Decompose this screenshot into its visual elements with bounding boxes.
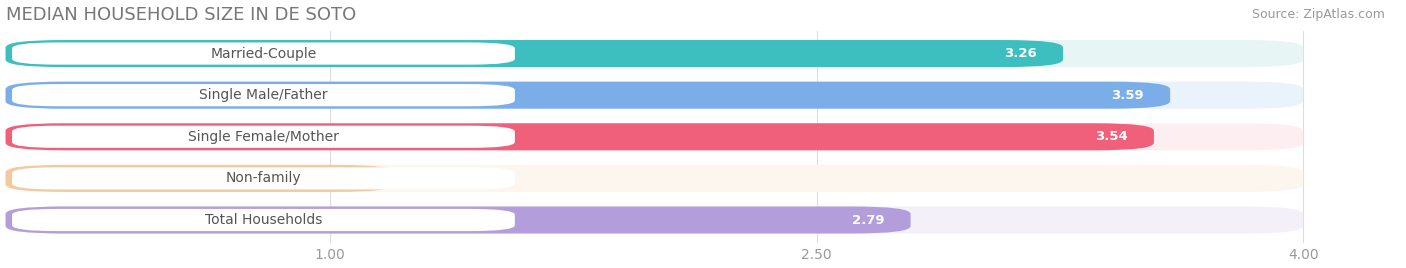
Text: 3.54: 3.54 xyxy=(1095,130,1128,143)
FancyBboxPatch shape xyxy=(13,126,515,148)
FancyBboxPatch shape xyxy=(6,206,1303,233)
Text: MEDIAN HOUSEHOLD SIZE IN DE SOTO: MEDIAN HOUSEHOLD SIZE IN DE SOTO xyxy=(6,6,356,24)
FancyBboxPatch shape xyxy=(13,84,515,106)
FancyBboxPatch shape xyxy=(6,123,1154,150)
Text: 2.79: 2.79 xyxy=(852,214,884,226)
FancyBboxPatch shape xyxy=(6,165,1303,192)
Text: Single Male/Father: Single Male/Father xyxy=(200,88,328,102)
FancyBboxPatch shape xyxy=(13,209,515,231)
FancyBboxPatch shape xyxy=(6,40,1063,67)
FancyBboxPatch shape xyxy=(6,40,1303,67)
FancyBboxPatch shape xyxy=(6,206,911,233)
Text: Source: ZipAtlas.com: Source: ZipAtlas.com xyxy=(1251,8,1385,21)
FancyBboxPatch shape xyxy=(13,167,515,189)
Text: Single Female/Mother: Single Female/Mother xyxy=(188,130,339,144)
FancyBboxPatch shape xyxy=(6,82,1170,109)
FancyBboxPatch shape xyxy=(6,82,1303,109)
FancyBboxPatch shape xyxy=(13,42,515,65)
FancyBboxPatch shape xyxy=(6,165,395,192)
Text: 1.20: 1.20 xyxy=(336,172,368,185)
Text: 3.26: 3.26 xyxy=(1004,47,1038,60)
FancyBboxPatch shape xyxy=(6,123,1303,150)
Text: Married-Couple: Married-Couple xyxy=(211,47,316,61)
Text: 3.59: 3.59 xyxy=(1112,89,1144,102)
Text: Total Households: Total Households xyxy=(205,213,322,227)
Text: Non-family: Non-family xyxy=(225,172,301,185)
